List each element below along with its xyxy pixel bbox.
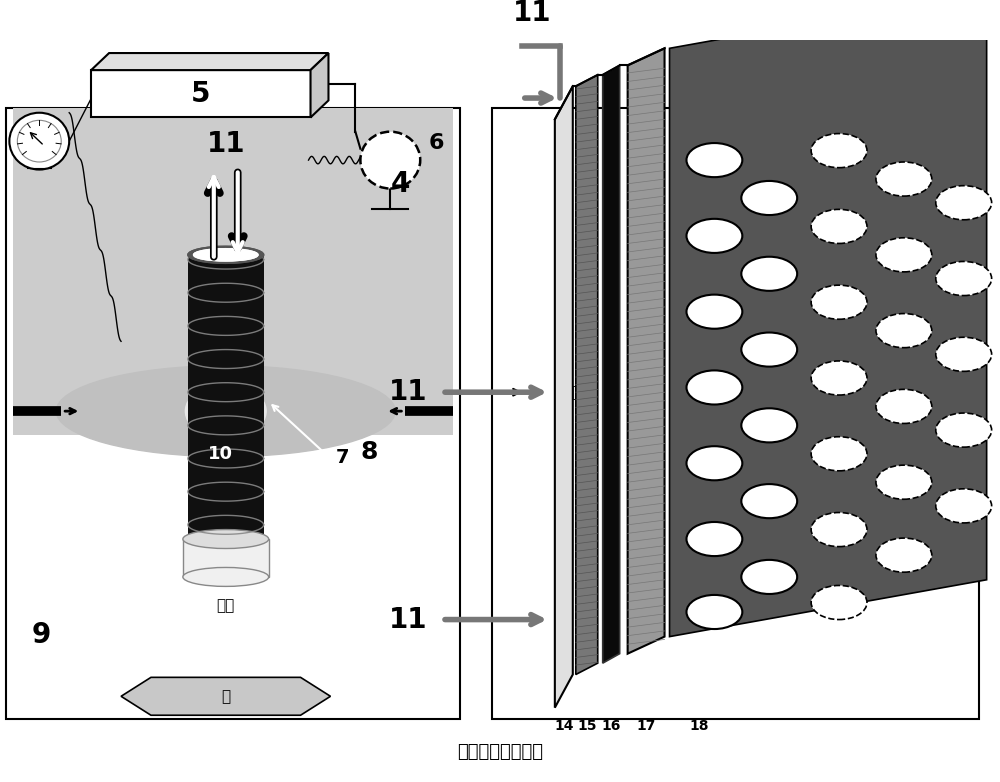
Ellipse shape [686, 595, 742, 629]
Text: 17: 17 [636, 719, 656, 733]
Text: 16: 16 [602, 719, 621, 733]
Text: 6: 6 [428, 133, 444, 152]
Text: 11: 11 [513, 0, 551, 27]
Ellipse shape [876, 389, 932, 424]
Ellipse shape [936, 185, 992, 220]
Ellipse shape [188, 246, 264, 264]
Polygon shape [670, 0, 987, 637]
Ellipse shape [936, 413, 992, 447]
Polygon shape [555, 86, 573, 708]
Text: 14: 14 [554, 719, 574, 733]
Ellipse shape [194, 249, 258, 261]
Text: 10: 10 [208, 444, 233, 462]
Ellipse shape [811, 586, 867, 619]
Ellipse shape [686, 295, 742, 328]
Polygon shape [603, 66, 620, 663]
Ellipse shape [686, 447, 742, 480]
Bar [6, 108, 460, 719]
Text: 再循环: 再循环 [269, 71, 292, 84]
Text: 4: 4 [391, 170, 410, 198]
Ellipse shape [194, 249, 258, 261]
Text: CO2: CO2 [265, 56, 297, 70]
Ellipse shape [876, 465, 932, 499]
Text: 9: 9 [31, 621, 51, 649]
Text: 8: 8 [360, 439, 378, 464]
Ellipse shape [183, 568, 269, 586]
Ellipse shape [686, 219, 742, 253]
Bar [183, 539, 269, 577]
Ellipse shape [185, 384, 266, 439]
Ellipse shape [741, 484, 797, 518]
Ellipse shape [686, 143, 742, 178]
Bar [492, 108, 979, 719]
Ellipse shape [936, 337, 992, 371]
Polygon shape [91, 53, 328, 70]
Text: 珠: 珠 [221, 689, 230, 704]
Ellipse shape [686, 371, 742, 404]
Text: 11: 11 [389, 605, 427, 633]
Text: 密封: 密封 [217, 598, 235, 613]
Ellipse shape [811, 285, 867, 319]
Ellipse shape [686, 522, 742, 556]
Bar [188, 255, 264, 439]
Circle shape [17, 120, 61, 162]
Ellipse shape [936, 489, 992, 523]
Text: 11: 11 [207, 130, 245, 158]
Ellipse shape [811, 436, 867, 471]
Ellipse shape [811, 361, 867, 395]
Polygon shape [121, 677, 330, 716]
Circle shape [9, 113, 69, 170]
Ellipse shape [741, 332, 797, 367]
Bar [91, 70, 311, 117]
Ellipse shape [741, 256, 797, 291]
Ellipse shape [741, 181, 797, 215]
Ellipse shape [936, 261, 992, 296]
Polygon shape [628, 48, 665, 654]
Ellipse shape [876, 238, 932, 272]
Ellipse shape [811, 134, 867, 167]
Circle shape [360, 131, 420, 188]
Text: 层布置: 层布置 [571, 385, 598, 400]
Polygon shape [576, 75, 598, 675]
Bar [188, 255, 264, 543]
Ellipse shape [188, 246, 264, 264]
Text: 18: 18 [690, 719, 709, 733]
Text: 反应器设计示意图: 反应器设计示意图 [457, 743, 543, 761]
Polygon shape [311, 53, 328, 117]
Text: 11: 11 [389, 378, 427, 406]
Ellipse shape [741, 408, 797, 443]
Ellipse shape [811, 512, 867, 547]
Text: 5: 5 [191, 80, 211, 108]
Bar [13, 108, 453, 435]
Ellipse shape [876, 314, 932, 348]
Ellipse shape [56, 366, 395, 457]
Ellipse shape [811, 210, 867, 243]
Text: 15: 15 [577, 719, 597, 733]
Ellipse shape [183, 529, 269, 548]
Ellipse shape [876, 162, 932, 196]
Ellipse shape [741, 560, 797, 594]
Ellipse shape [876, 538, 932, 572]
Text: 7: 7 [335, 448, 349, 468]
